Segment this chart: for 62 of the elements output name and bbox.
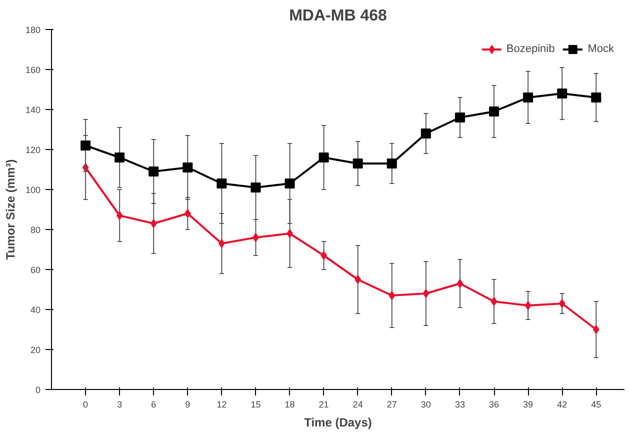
y-tick-label: 0 <box>35 385 41 395</box>
x-tick-label: 12 <box>216 400 227 410</box>
x-tick-label: 45 <box>591 400 602 410</box>
legend-label: Mock <box>588 43 614 55</box>
y-tick-label: 120 <box>25 145 41 155</box>
point <box>150 219 157 228</box>
x-tick-label: 6 <box>151 400 156 410</box>
point <box>558 299 566 308</box>
point <box>557 88 568 98</box>
point <box>184 209 191 218</box>
point <box>456 279 464 288</box>
x-tick-label: 18 <box>284 400 295 410</box>
y-tick-label: 60 <box>30 265 41 275</box>
point <box>523 92 534 102</box>
x-tick-label: 15 <box>250 400 261 410</box>
x-tick-label: 21 <box>318 400 329 410</box>
x-tick-label: 24 <box>352 400 363 410</box>
point <box>284 178 295 188</box>
x-tick-label: 30 <box>420 400 431 410</box>
y-tick-label: 100 <box>25 185 41 195</box>
x-tick-label: 9 <box>185 400 190 410</box>
point <box>386 158 397 168</box>
x-tick-label: 27 <box>386 400 397 410</box>
x-tick-label: 0 <box>83 400 88 410</box>
point <box>80 140 91 150</box>
point <box>250 182 261 192</box>
point <box>454 112 465 122</box>
point <box>420 128 431 138</box>
x-tick-label: 39 <box>523 400 534 410</box>
point <box>591 92 602 102</box>
point <box>422 289 430 298</box>
legend-label: Bozepinib <box>506 43 555 55</box>
point <box>318 152 329 162</box>
chart-title: MDA-MB 468 <box>289 8 387 24</box>
y-axis-title: Tumor Size (mm³) <box>3 159 18 260</box>
y-tick-label: 40 <box>30 305 41 315</box>
x-tick-label: 33 <box>454 400 465 410</box>
point <box>148 166 159 176</box>
point <box>114 152 125 162</box>
point <box>286 229 293 238</box>
point <box>182 162 193 172</box>
y-tick-label: 140 <box>25 105 41 115</box>
point <box>490 297 498 306</box>
point <box>592 325 600 334</box>
point <box>352 158 363 168</box>
point <box>524 301 532 310</box>
point <box>218 239 225 248</box>
point <box>216 178 227 188</box>
point <box>252 233 259 242</box>
x-tick-label: 3 <box>117 400 122 410</box>
point <box>489 106 500 116</box>
point <box>320 251 327 260</box>
y-tick-label: 180 <box>25 25 41 35</box>
x-tick-label: 36 <box>489 400 500 410</box>
point <box>388 291 396 300</box>
point <box>116 211 123 220</box>
point <box>354 275 362 284</box>
y-tick-label: 160 <box>25 65 41 75</box>
x-axis-title: Time (Days) <box>304 416 372 430</box>
y-tick-label: 80 <box>30 225 41 235</box>
x-tick-label: 42 <box>557 400 568 410</box>
y-tick-label: 20 <box>30 345 41 355</box>
